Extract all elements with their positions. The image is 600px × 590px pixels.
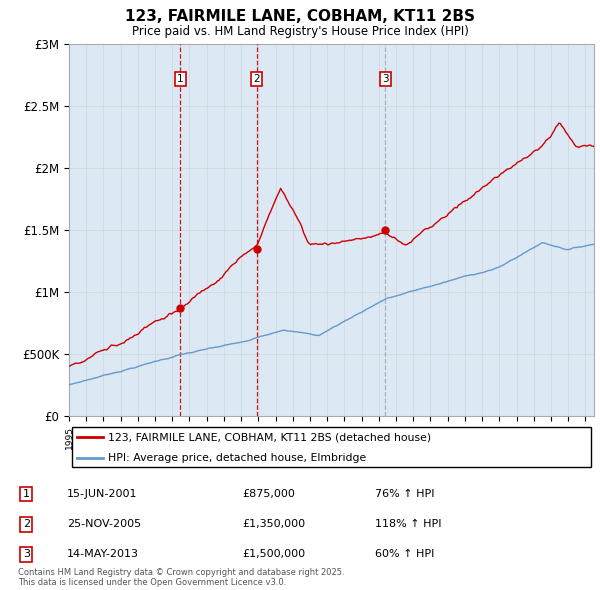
Text: 118% ↑ HPI: 118% ↑ HPI	[375, 519, 442, 529]
Text: 123, FAIRMILE LANE, COBHAM, KT11 2BS: 123, FAIRMILE LANE, COBHAM, KT11 2BS	[125, 9, 475, 24]
Text: Contains HM Land Registry data © Crown copyright and database right 2025.
This d: Contains HM Land Registry data © Crown c…	[18, 568, 344, 587]
Text: £1,500,000: £1,500,000	[242, 549, 305, 559]
Text: 2: 2	[253, 74, 260, 84]
Text: Price paid vs. HM Land Registry's House Price Index (HPI): Price paid vs. HM Land Registry's House …	[131, 25, 469, 38]
Text: 60% ↑ HPI: 60% ↑ HPI	[375, 549, 434, 559]
Text: 3: 3	[23, 549, 30, 559]
Text: 14-MAY-2013: 14-MAY-2013	[67, 549, 139, 559]
Text: 15-JUN-2001: 15-JUN-2001	[67, 489, 137, 499]
Text: 76% ↑ HPI: 76% ↑ HPI	[375, 489, 434, 499]
Text: £875,000: £875,000	[242, 489, 295, 499]
Text: 3: 3	[382, 74, 389, 84]
Text: 25-NOV-2005: 25-NOV-2005	[67, 519, 141, 529]
Text: 123, FAIRMILE LANE, COBHAM, KT11 2BS (detached house): 123, FAIRMILE LANE, COBHAM, KT11 2BS (de…	[109, 432, 431, 442]
Text: 1: 1	[177, 74, 184, 84]
Text: 1: 1	[23, 489, 30, 499]
Text: HPI: Average price, detached house, Elmbridge: HPI: Average price, detached house, Elmb…	[109, 453, 367, 463]
Text: £1,350,000: £1,350,000	[242, 519, 305, 529]
Text: 2: 2	[23, 519, 30, 529]
FancyBboxPatch shape	[71, 427, 592, 467]
